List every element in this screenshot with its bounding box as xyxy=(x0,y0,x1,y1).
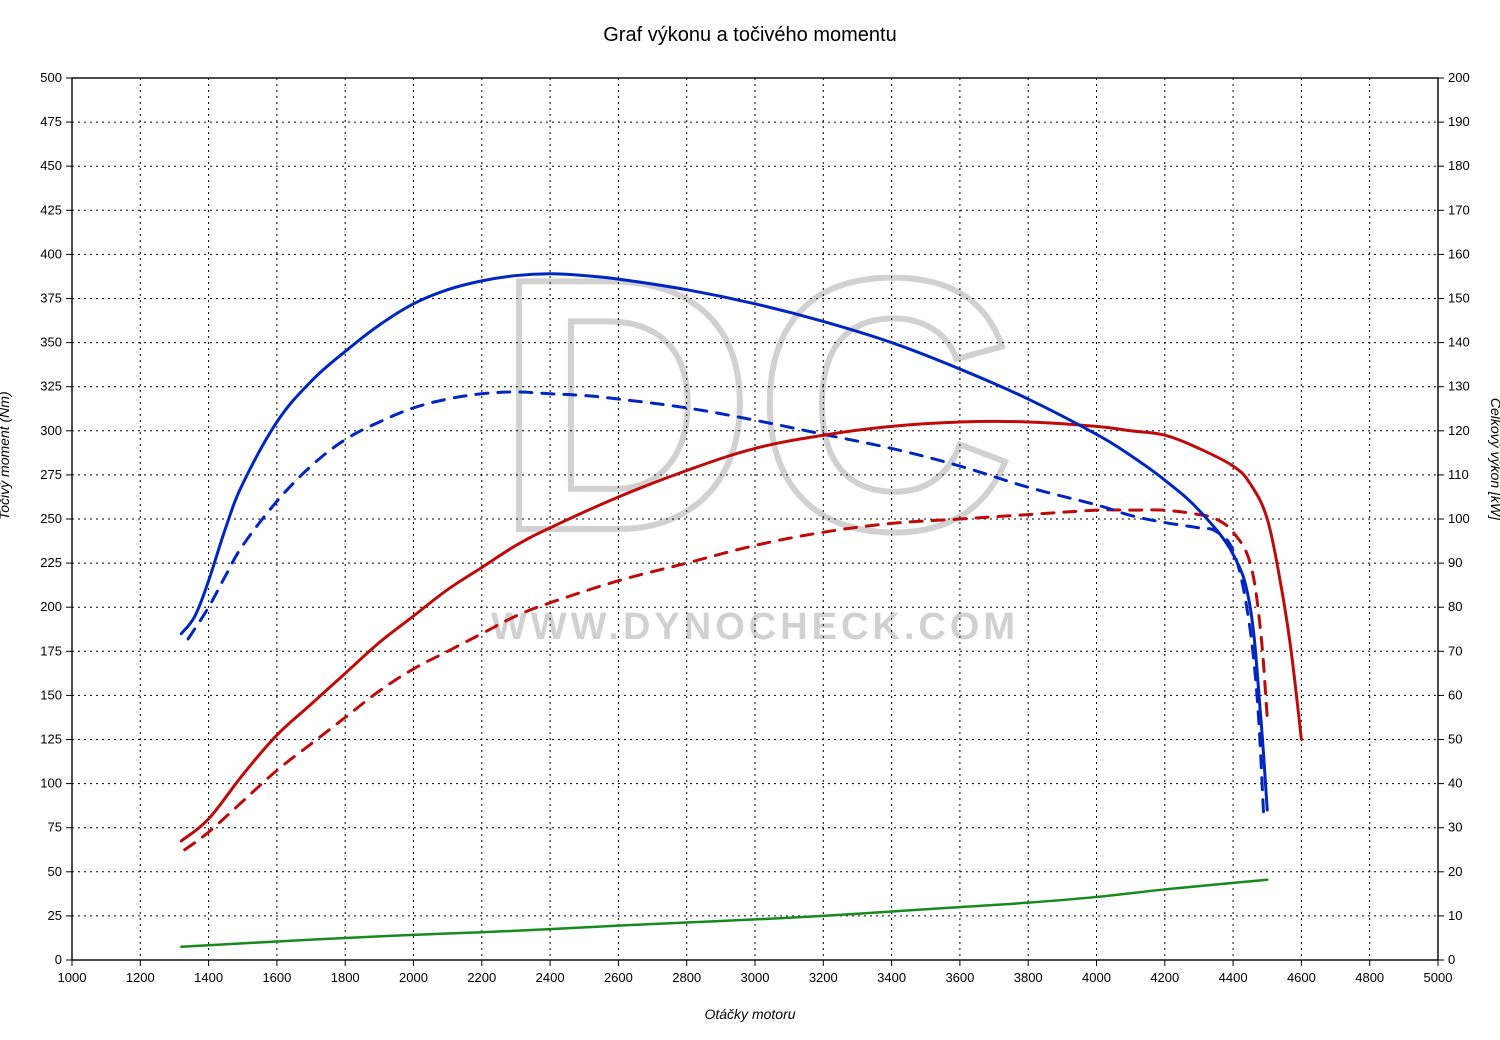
svg-text:225: 225 xyxy=(40,555,62,570)
svg-text:1600: 1600 xyxy=(262,970,291,985)
svg-text:3200: 3200 xyxy=(809,970,838,985)
svg-text:3800: 3800 xyxy=(1014,970,1043,985)
svg-text:100: 100 xyxy=(1448,511,1470,526)
svg-text:4400: 4400 xyxy=(1219,970,1248,985)
svg-text:150: 150 xyxy=(40,687,62,702)
svg-text:500: 500 xyxy=(40,70,62,85)
svg-text:450: 450 xyxy=(40,158,62,173)
svg-text:130: 130 xyxy=(1448,379,1470,394)
svg-text:60: 60 xyxy=(1448,687,1462,702)
dyno-chart: DCWWW.DYNOCHECK.COM100012001400160018002… xyxy=(0,0,1500,1040)
svg-text:300: 300 xyxy=(40,423,62,438)
svg-text:90: 90 xyxy=(1448,555,1462,570)
svg-text:110: 110 xyxy=(1448,467,1469,482)
svg-text:100: 100 xyxy=(40,776,62,791)
svg-text:1000: 1000 xyxy=(58,970,87,985)
svg-text:200: 200 xyxy=(40,599,62,614)
svg-text:2600: 2600 xyxy=(604,970,633,985)
y-axis-left-label: Točivý moment (Nm) xyxy=(0,391,12,520)
svg-text:140: 140 xyxy=(1448,335,1470,350)
svg-text:80: 80 xyxy=(1448,599,1462,614)
svg-text:40: 40 xyxy=(1448,776,1462,791)
svg-text:50: 50 xyxy=(48,864,62,879)
svg-text:180: 180 xyxy=(1448,158,1470,173)
svg-text:5000: 5000 xyxy=(1424,970,1453,985)
svg-text:160: 160 xyxy=(1448,246,1470,261)
svg-text:2800: 2800 xyxy=(672,970,701,985)
svg-text:2400: 2400 xyxy=(536,970,565,985)
svg-text:120: 120 xyxy=(1448,423,1470,438)
svg-text:425: 425 xyxy=(40,202,62,217)
svg-text:4000: 4000 xyxy=(1082,970,1111,985)
svg-text:4200: 4200 xyxy=(1150,970,1179,985)
series-losses xyxy=(181,880,1267,947)
svg-text:275: 275 xyxy=(40,467,62,482)
svg-text:25: 25 xyxy=(48,908,62,923)
svg-text:325: 325 xyxy=(40,379,62,394)
y-axis-right-label: Celkový výkon [kW] xyxy=(1488,398,1500,520)
svg-text:1400: 1400 xyxy=(194,970,223,985)
svg-text:2200: 2200 xyxy=(467,970,496,985)
svg-text:125: 125 xyxy=(40,732,62,747)
svg-text:400: 400 xyxy=(40,246,62,261)
svg-text:375: 375 xyxy=(40,291,62,306)
svg-text:1800: 1800 xyxy=(331,970,360,985)
svg-text:30: 30 xyxy=(1448,820,1462,835)
svg-text:0: 0 xyxy=(55,952,62,967)
svg-text:350: 350 xyxy=(40,335,62,350)
svg-text:50: 50 xyxy=(1448,732,1462,747)
svg-text:190: 190 xyxy=(1448,114,1470,129)
svg-text:3000: 3000 xyxy=(741,970,770,985)
svg-text:150: 150 xyxy=(1448,291,1470,306)
svg-text:0: 0 xyxy=(1448,952,1455,967)
svg-text:250: 250 xyxy=(40,511,62,526)
svg-text:4800: 4800 xyxy=(1355,970,1384,985)
svg-text:4600: 4600 xyxy=(1287,970,1316,985)
svg-text:175: 175 xyxy=(40,643,62,658)
svg-text:20: 20 xyxy=(1448,864,1462,879)
svg-text:3400: 3400 xyxy=(877,970,906,985)
svg-text:1200: 1200 xyxy=(126,970,155,985)
svg-text:3600: 3600 xyxy=(945,970,974,985)
svg-text:10: 10 xyxy=(1448,908,1462,923)
svg-text:75: 75 xyxy=(48,820,62,835)
svg-text:200: 200 xyxy=(1448,70,1470,85)
svg-text:70: 70 xyxy=(1448,643,1462,658)
svg-text:475: 475 xyxy=(40,114,62,129)
x-axis-label: Otáčky motoru xyxy=(0,1006,1500,1022)
svg-text:170: 170 xyxy=(1448,202,1470,217)
svg-text:2000: 2000 xyxy=(399,970,428,985)
